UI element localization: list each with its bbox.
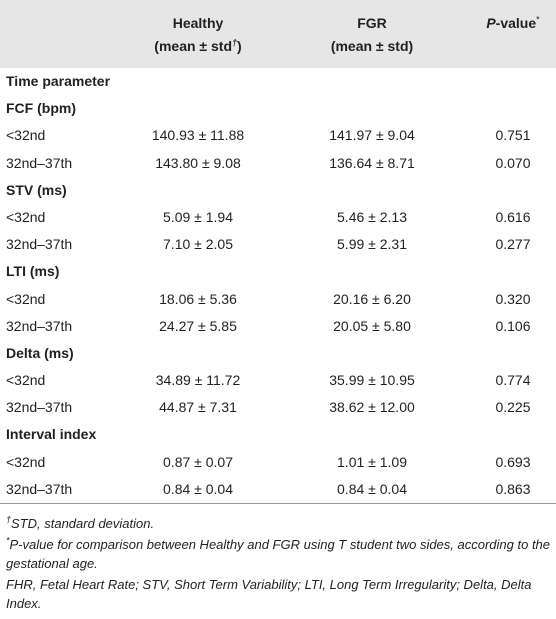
data-row: <32nd 18.06 ± 5.36 20.16 ± 6.20 0.320: [0, 286, 556, 313]
cell: 141.97 ± 9.04: [329, 127, 415, 144]
footnote-mark: *: [6, 535, 10, 546]
cell: 0.751: [495, 127, 531, 144]
header-text: P: [486, 15, 496, 31]
section-title: Interval index: [6, 426, 97, 443]
cell: 35.99 ± 10.95: [329, 372, 415, 389]
cell: 0.106: [495, 317, 531, 334]
section-title: Delta (ms): [6, 344, 74, 361]
cell: 20.05 ± 5.80: [333, 317, 411, 334]
header-text: Healthy: [172, 15, 224, 31]
cell: 34.89 ± 11.72: [155, 372, 241, 389]
cell: 5.09 ± 1.94: [163, 208, 233, 225]
cell: 0.225: [495, 399, 531, 416]
data-row: <32nd 0.87 ± 0.07 1.01 ± 1.09 0.693: [0, 449, 556, 476]
cell: 1.01 ± 1.09: [337, 453, 407, 470]
data-row: <32nd 140.93 ± 11.88 141.97 ± 9.04 0.751: [0, 122, 556, 149]
footnote-mark: †: [232, 37, 238, 48]
footnote: †STD, standard deviation.: [6, 514, 554, 534]
footnote-text: FHR, Fetal Heart Rate; STV, Short Term V…: [6, 576, 532, 612]
header-pvalue: P-value*: [470, 12, 556, 35]
section-row: Interval index: [0, 421, 556, 448]
header-text: (mean ± std: [154, 38, 232, 54]
cell: 0.070: [495, 154, 531, 171]
section-title: LTI (ms): [6, 263, 60, 280]
cell: 5.99 ± 2.31: [337, 236, 407, 253]
data-row: 32nd–37th 7.10 ± 2.05 5.99 ± 2.31 0.277: [0, 231, 556, 258]
footnote: *P-value for comparison between Healthy …: [6, 535, 554, 574]
header-fgr: FGR (mean ± std): [292, 12, 452, 58]
row-label: 32nd–37th: [6, 317, 73, 334]
row-label: 32nd–37th: [6, 399, 73, 416]
cell: 143.80 ± 9.08: [155, 154, 241, 171]
data-row: 32nd–37th 0.84 ± 0.04 0.84 ± 0.04 0.863: [0, 476, 556, 503]
data-row: 32nd–37th 44.87 ± 7.31 38.62 ± 12.00 0.225: [0, 394, 556, 421]
cell: 140.93 ± 11.88: [151, 127, 245, 144]
table-body: Time parameter FCF (bpm) <32nd 140.93 ± 11.…: [0, 68, 556, 504]
section-title: STV (ms): [6, 181, 67, 198]
header-text: (mean ± std): [330, 38, 414, 54]
header-text: FGR: [357, 15, 387, 31]
cell: 20.16 ± 6.20: [333, 290, 411, 307]
row-label: <32nd: [6, 290, 46, 307]
cell: 136.64 ± 8.71: [329, 154, 415, 171]
data-row: 32nd–37th 24.27 ± 5.85 20.05 ± 5.80 0.106: [0, 313, 556, 340]
cell: 0.84 ± 0.04: [337, 480, 407, 497]
data-row: 32nd–37th 143.80 ± 9.08 136.64 ± 8.71 0.070: [0, 150, 556, 177]
row-label: <32nd: [6, 372, 46, 389]
row-label: 32nd–37th: [6, 154, 73, 171]
section-row: Delta (ms): [0, 340, 556, 367]
footnote-text: STD, standard deviation.: [11, 516, 155, 531]
section-title: FCF (bpm): [6, 100, 76, 117]
section-title: Time parameter: [6, 73, 111, 89]
row-label: 32nd–37th: [6, 480, 73, 497]
row-label: <32nd: [6, 453, 46, 470]
cell: 0.863: [495, 480, 531, 497]
footnote-mark: †: [6, 514, 12, 525]
footnotes: †STD, standard deviation. *P-value for co…: [6, 514, 554, 615]
cell: 5.46 ± 2.13: [337, 208, 407, 225]
cell: 38.62 ± 12.00: [329, 399, 415, 416]
cell: 7.10 ± 2.05: [163, 236, 233, 253]
cell: 18.06 ± 5.36: [159, 290, 237, 307]
section-row: Time parameter: [0, 68, 556, 95]
cell: 44.87 ± 7.31: [159, 399, 237, 416]
cell: 0.277: [495, 236, 531, 253]
row-label: <32nd: [6, 127, 46, 144]
header-text: -value: [495, 15, 537, 31]
row-label: 32nd–37th: [6, 236, 73, 253]
footnote-mark: *: [536, 14, 540, 25]
cell: 24.27 ± 5.85: [159, 317, 237, 334]
cell: 0.320: [495, 290, 531, 307]
table-header: Healthy (mean ± std†) FGR (mean ± std) P…: [0, 0, 556, 68]
cell: 0.84 ± 0.04: [163, 480, 233, 497]
cell: 0.693: [495, 453, 531, 470]
row-label: <32nd: [6, 208, 46, 225]
cell: 0.774: [495, 372, 531, 389]
cell: 0.616: [495, 208, 531, 225]
section-row: FCF (bpm): [0, 95, 556, 122]
section-row: LTI (ms): [0, 258, 556, 285]
header-healthy: Healthy (mean ± std†): [118, 12, 278, 58]
section-row: STV (ms): [0, 177, 556, 204]
footnote-text: P-value for comparison between Healthy a…: [6, 536, 551, 572]
data-row: <32nd 34.89 ± 11.72 35.99 ± 10.95 0.774: [0, 367, 556, 394]
cell: 0.87 ± 0.07: [163, 453, 233, 470]
header-text: ): [237, 38, 242, 54]
footnote: FHR, Fetal Heart Rate; STV, Short Term V…: [6, 575, 554, 614]
data-row: <32nd 5.09 ± 1.94 5.46 ± 2.13 0.616: [0, 204, 556, 231]
